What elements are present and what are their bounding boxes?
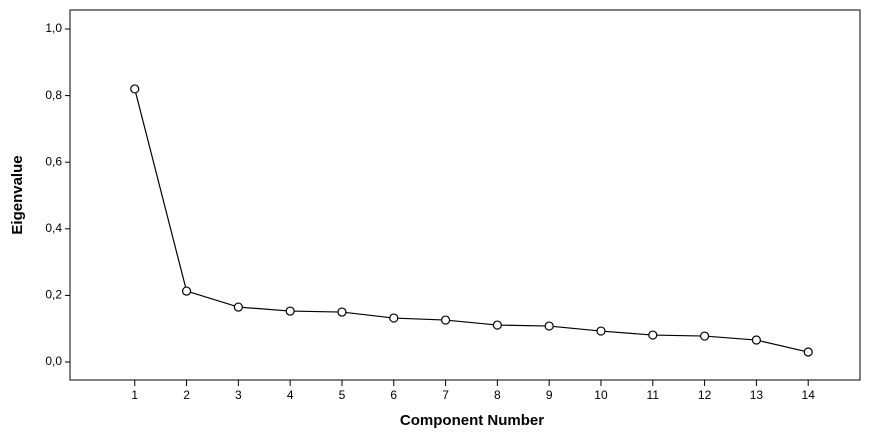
- series-line: [134, 88, 809, 353]
- x-tick-label: 9: [546, 388, 553, 402]
- point-marker: [389, 313, 399, 323]
- x-tick-label: 4: [287, 388, 294, 402]
- x-tick-label: 8: [494, 388, 501, 402]
- x-tick-label: 1: [131, 388, 138, 402]
- point-marker: [648, 330, 658, 340]
- point-marker: [751, 335, 761, 345]
- x-tick-label: 11: [647, 388, 660, 402]
- point-marker: [596, 326, 606, 336]
- y-tick-label: 1,0: [45, 21, 62, 35]
- point-marker: [544, 321, 554, 331]
- point-marker: [803, 347, 813, 357]
- x-tick-label: 2: [183, 388, 190, 402]
- x-tick-label: 12: [698, 388, 712, 402]
- point-marker: [130, 84, 140, 94]
- y-tick-label: 0,2: [45, 288, 62, 302]
- point-marker: [233, 302, 243, 312]
- x-tick-label: 5: [339, 388, 346, 402]
- plot-frame: [69, 9, 861, 381]
- y-tick-label: 0,4: [45, 221, 62, 235]
- point-marker: [699, 331, 710, 341]
- y-tick-label: 0,0: [45, 354, 62, 368]
- x-tick-label: 14: [802, 388, 816, 402]
- x-axis-title: Component Number: [400, 412, 544, 429]
- point-marker: [492, 320, 502, 330]
- point-marker: [285, 306, 295, 316]
- point-marker: [440, 315, 451, 325]
- y-tick-label: 0,8: [45, 88, 62, 102]
- x-tick-label: 7: [442, 388, 449, 402]
- x-tick-label: 13: [750, 388, 764, 402]
- x-tick-label: 3: [235, 388, 242, 402]
- point-marker: [337, 307, 347, 317]
- point-marker: [181, 286, 192, 296]
- y-tick-label: 0,6: [45, 154, 62, 168]
- x-tick-label: 10: [594, 388, 608, 402]
- x-tick-label: 6: [390, 388, 397, 402]
- y-axis-title: Eigenvalue: [9, 155, 26, 234]
